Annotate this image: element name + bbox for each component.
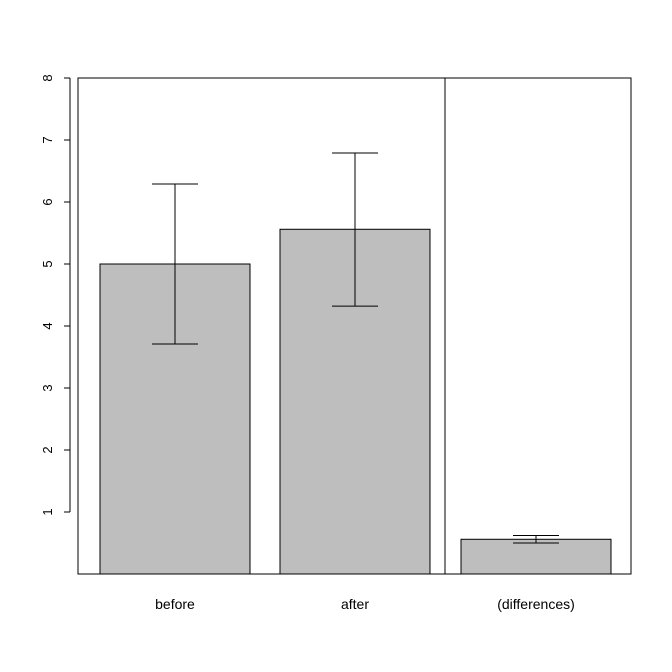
x-tick-label: (differences) (497, 596, 575, 612)
y-tick-label: 1 (40, 508, 55, 515)
y-tick-label: 8 (40, 74, 55, 81)
y-tick-label: 2 (40, 446, 55, 453)
x-tick-label: before (155, 596, 195, 612)
y-tick-label: 3 (40, 384, 55, 391)
y-tick-label: 7 (40, 136, 55, 143)
error-bar-2 (332, 152, 378, 307)
error-bar-3 (513, 535, 559, 544)
y-tick-label: 4 (40, 322, 55, 329)
bar-3 (460, 538, 612, 575)
error-bar-1 (152, 183, 198, 345)
x-tick-label: after (341, 596, 369, 612)
y-tick-label: 5 (40, 260, 55, 267)
x-axis-labels: before after (differences) (155, 596, 575, 612)
error-bars-layer (152, 152, 559, 544)
y-tick-label: 6 (40, 198, 55, 205)
y-axis: 1 2 3 4 5 6 7 8 (40, 74, 71, 516)
plot-frame (77, 77, 632, 575)
